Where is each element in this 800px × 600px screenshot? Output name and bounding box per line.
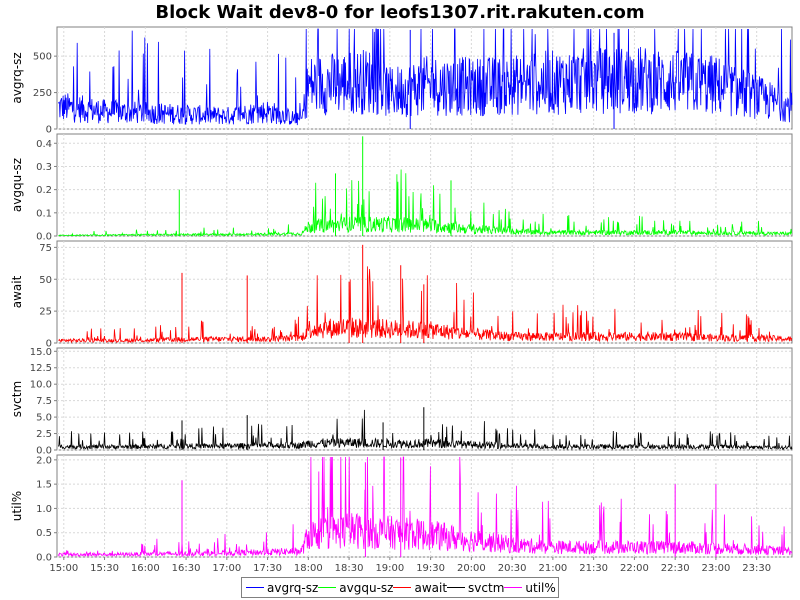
legend: avgrq-sz avgqu-sz await svctm util% [241, 577, 559, 598]
legend-item-await: await [393, 581, 447, 595]
x-tick-label: 15:30 [90, 563, 119, 574]
x-tick-label: 17:30 [253, 563, 282, 574]
series-line-util [58, 456, 793, 558]
x-tick-label: 20:30 [498, 563, 527, 574]
x-tick-label: 17:00 [212, 563, 241, 574]
x-tick-label: 23:30 [742, 563, 771, 574]
x-tick-label: 23:00 [702, 563, 731, 574]
y-tick-label-avgrq-sz: 0 [46, 125, 52, 136]
y-tick-label-util: 1.0 [36, 504, 52, 515]
y-tick-label-util: 0.5 [36, 528, 52, 539]
x-tick-label: 22:00 [620, 563, 649, 574]
y-tick-label-avgqu-sz: 0.3 [36, 162, 52, 173]
x-tick-label: 18:00 [294, 563, 323, 574]
x-tick-label: 19:00 [375, 563, 404, 574]
y-tick-label-util: 2.0 [36, 455, 52, 466]
y-tick-label-svctm: 0.0 [36, 446, 52, 457]
x-tick-label: 19:30 [416, 563, 445, 574]
legend-swatch-avgrq-sz [246, 587, 264, 588]
y-tick-label-avgrq-sz: 500 [33, 52, 52, 63]
y-axis-label-avgrq-sz: avgrq-sz [10, 52, 24, 103]
legend-item-svctm: svctm [447, 581, 504, 595]
legend-swatch-await [393, 587, 412, 588]
series-line-await [58, 266, 793, 344]
y-tick-label-await: 0 [46, 339, 52, 350]
x-tick-label: 20:00 [457, 563, 486, 574]
y-axis-label-util: util% [10, 491, 24, 521]
y-tick-label-avgqu-sz: 0.1 [36, 208, 52, 219]
series-line-avgrq-sz [58, 28, 793, 126]
x-tick-label: 22:30 [661, 563, 690, 574]
panel-frame-svctm [56, 347, 793, 451]
x-tick-label: 16:30 [172, 563, 201, 574]
legend-item-avgqu-sz: avgqu-sz [318, 581, 393, 595]
y-axis-label-await: await [10, 275, 24, 308]
x-tick-label: 21:00 [538, 563, 567, 574]
y-tick-label-svctm: 15.0 [30, 347, 52, 358]
y-tick-label-util: 0.0 [36, 553, 52, 564]
legend-swatch-svctm [447, 587, 466, 588]
y-tick-label-avgqu-sz: 0.4 [36, 139, 52, 150]
y-tick-label-avgrq-sz: 250 [33, 88, 52, 99]
legend-label-avgrq-sz: avgrq-sz [267, 580, 319, 595]
y-axis-label-svctm: svctm [10, 381, 24, 417]
x-tick-label: 21:30 [579, 563, 608, 574]
y-axis-label-avgqu-sz: avgqu-sz [10, 158, 24, 212]
y-tick-label-svctm: 2.5 [36, 429, 52, 440]
y-tick-label-svctm: 7.5 [36, 396, 52, 407]
legend-item-avgrq-sz: avgrq-sz [246, 581, 318, 595]
x-tick-label: 18:30 [335, 563, 364, 574]
legend-label-svctm: svctm [468, 580, 505, 595]
legend-label-util: util% [525, 580, 556, 595]
x-tick-label: 15:00 [49, 563, 78, 574]
series-line-avgqu-sz [58, 169, 793, 237]
legend-label-await: await [414, 580, 448, 595]
y-tick-label-svctm: 10.0 [30, 380, 52, 391]
y-tick-label-util: 1.5 [36, 480, 52, 491]
y-tick-label-svctm: 12.5 [30, 363, 52, 374]
legend-swatch-avgqu-sz [318, 587, 337, 588]
x-tick-label: 16:00 [131, 563, 160, 574]
series-line-svctm [58, 409, 793, 451]
legend-item-util: util% [504, 580, 556, 595]
chart-title: Block Wait dev8-0 for leofs1307.rit.raku… [155, 2, 645, 23]
y-tick-label-await: 25 [39, 307, 52, 318]
y-tick-label-svctm: 5.0 [36, 413, 52, 424]
y-tick-label-avgqu-sz: 0.2 [36, 185, 52, 196]
y-tick-label-await: 75 [39, 243, 52, 254]
y-tick-label-avgqu-sz: 0.0 [36, 232, 52, 243]
legend-swatch-util [504, 587, 523, 588]
y-tick-label-await: 50 [39, 275, 52, 286]
legend-label-avgqu-sz: avgqu-sz [339, 580, 394, 595]
